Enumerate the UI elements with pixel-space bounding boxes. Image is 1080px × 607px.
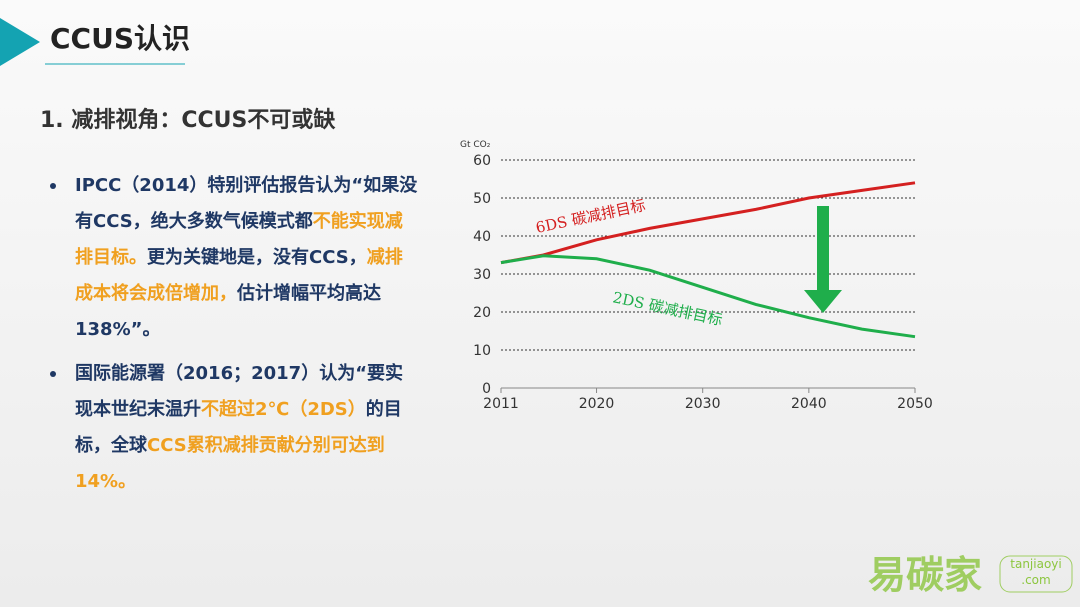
highlight-text: 不超过2℃（2DS） bbox=[201, 399, 366, 420]
bullet-text: 估计增幅平均高达138%”。 bbox=[75, 283, 381, 340]
bullet-text: IPCC（2014）特别评估报告认为“如果没有CCS，绝大多数气候模式都 bbox=[75, 175, 418, 232]
y-tick-label: 20 bbox=[473, 305, 491, 321]
y-tick-label: 50 bbox=[473, 191, 491, 207]
watermark-brand: 易碳家 bbox=[868, 553, 982, 597]
bullet: 国际能源署（2016；2017）认为“要实现本世纪末温升不超过2℃（2DS）的目… bbox=[48, 356, 418, 500]
highlight-text: 不能实现减排目标。 bbox=[75, 211, 403, 268]
y-tick-label: 30 bbox=[473, 267, 491, 283]
x-tick-label: 2020 bbox=[579, 396, 615, 412]
x-tick-label: 2040 bbox=[791, 396, 827, 412]
bullet-dot bbox=[50, 183, 56, 189]
y-tick-label: 10 bbox=[473, 343, 491, 359]
highlight-text: CCS累积减排贡献分别可达到14%。 bbox=[75, 435, 385, 492]
bullet: IPCC（2014）特别评估报告认为“如果没有CCS，绝大多数气候模式都不能实现… bbox=[48, 168, 418, 348]
y-axis-label: Gt CO₂ bbox=[460, 140, 491, 150]
watermark-domain: tanjiaoyi bbox=[1010, 557, 1061, 571]
bullet-list: IPCC（2014）特别评估报告认为“如果没有CCS，绝大多数气候模式都不能实现… bbox=[48, 168, 418, 508]
slide-title: CCUS认识 bbox=[50, 22, 190, 55]
x-tick-label: 2030 bbox=[685, 396, 721, 412]
section-title: 1. 减排视角：CCUS不可或缺 bbox=[40, 107, 336, 133]
watermark-box bbox=[999, 555, 1073, 593]
reduction-arrow bbox=[804, 206, 842, 313]
series-line bbox=[500, 181, 916, 265]
y-tick-label: 40 bbox=[473, 229, 491, 245]
y-tick-label: 60 bbox=[473, 153, 491, 169]
series-label: 6DS 碳减排目标 bbox=[534, 196, 647, 237]
series-label: 2DS 碳减排目标 bbox=[611, 288, 724, 329]
title-marker bbox=[0, 18, 40, 66]
bullet-text: 国际能源署（2016；2017）认为“要实现本世纪末温升 bbox=[75, 363, 404, 420]
highlight-text: 减排成本将会成倍增加， bbox=[75, 247, 403, 304]
x-tick-label: 2050 bbox=[897, 396, 933, 412]
series-line bbox=[500, 254, 916, 339]
x-tick-label: 2011 bbox=[483, 396, 519, 412]
bullet-text: 更为关键地是，没有CCS， bbox=[147, 247, 367, 268]
bullet-dot bbox=[50, 371, 56, 377]
bullet-text: 的目标，全球 bbox=[75, 399, 402, 456]
watermark-tld: .com bbox=[1021, 573, 1050, 587]
y-tick-label: 0 bbox=[482, 381, 491, 397]
